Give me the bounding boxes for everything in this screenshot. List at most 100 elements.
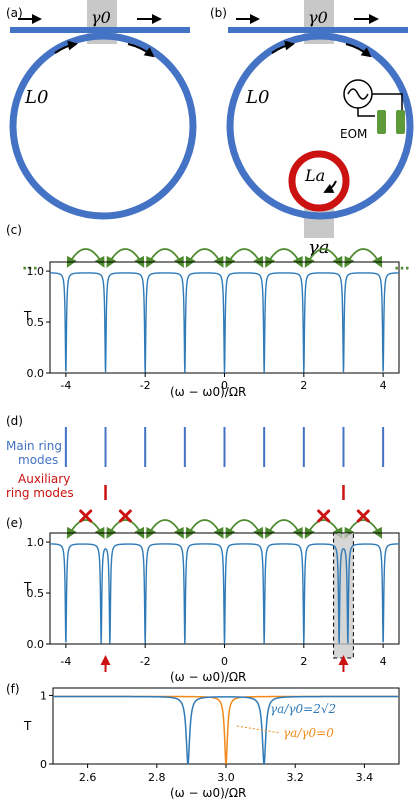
coupling-arc [265, 248, 303, 268]
y-ticks-c: 0.0 0.5 1.0 [27, 265, 50, 380]
coupling-arc [146, 519, 184, 539]
legend-pointer [236, 725, 281, 734]
coupling-arc [225, 248, 264, 268]
x-tick-label: 3.4 [356, 771, 374, 784]
x-tick-label: -4 [60, 655, 71, 668]
blocked-coupling-cross [317, 509, 331, 523]
mode-lines-d [64, 427, 385, 500]
panel-d-label: (d) [6, 414, 23, 428]
panel-d: (d) Main ring modes Auxiliary ring modes [6, 414, 385, 500]
y-tick-label: 0.5 [27, 587, 45, 600]
coupling-arc [185, 519, 224, 539]
xlabel-f: (ω − ω0)/ΩR [170, 786, 246, 800]
coupling-arc [185, 248, 224, 268]
sine-wave-icon [347, 88, 369, 100]
y-tick-label: 1 [40, 689, 47, 702]
panel-e: (e) 0.0 0.5 1.0 -4 -2 0 2 4 T (ω − ω0)/ΩR [6, 509, 400, 684]
aux-ring-label: La [304, 166, 325, 185]
ring-arrow-right-b [345, 43, 372, 58]
coupling-arc [106, 519, 145, 539]
eom-wire-bottom [357, 108, 375, 117]
panel-f: (f) 0 1 2.6 2.8 3.0 3.2 3.4 T (ω − ω0)/ΩR γa/… [6, 682, 400, 800]
x-tick-label: 0 [221, 655, 228, 668]
y-tick-label: 0.0 [27, 367, 45, 380]
coupling-arc [344, 248, 383, 268]
panel-a: (a) γ0 L0 [6, 0, 197, 220]
aux-modes-label-1: Auxiliary [18, 472, 70, 486]
y-tick-label: 0 [40, 758, 47, 771]
x-ticks-f: 2.6 2.8 3.0 3.2 3.4 [79, 764, 373, 784]
x-tick-label: -2 [140, 379, 151, 392]
ring-arrow-left-b [271, 40, 295, 54]
x-ticks-e: -4 -2 0 2 4 [60, 644, 387, 668]
ylabel-f: T [23, 719, 32, 733]
plot-frame-f [52, 687, 400, 765]
xlabel-c: (ω − ω0)/ΩR [170, 385, 246, 399]
ring-length-label-a: L0 [24, 87, 48, 108]
x-ticks-c: -4 -2 0 2 4 [60, 373, 387, 392]
blocked-coupling-cross [118, 509, 132, 523]
coupling-label-a: γ0 [91, 8, 111, 27]
panel-f-label: (f) [6, 682, 20, 696]
ring-arrow-right-a [127, 43, 155, 58]
x-tick-label: 4 [380, 655, 387, 668]
coupling-label-b: γ0 [308, 8, 328, 27]
eom-label: EOM [340, 127, 367, 141]
y-tick-label: 1.0 [27, 536, 45, 549]
blocked-coupling-cross [79, 509, 93, 523]
y-tick-label: 1.0 [27, 265, 45, 278]
aux-ring [288, 150, 350, 212]
panel-a-label: (a) [6, 6, 23, 20]
coupling-arc [304, 519, 343, 539]
blocked-coupling-cross [356, 509, 370, 523]
coupling-arc [146, 248, 184, 268]
coupling-arc [66, 248, 105, 268]
aux-modes-label-2: ring modes [6, 486, 74, 500]
y-tick-label: 0.5 [27, 316, 45, 329]
ring-length-label-b: L0 [245, 87, 269, 108]
y-ticks-e: 0.0 0.5 1.0 [27, 536, 50, 651]
main-modes-label-1: Main ring [6, 439, 62, 453]
aux-ring-arrow [323, 180, 337, 193]
coupling-arc [304, 248, 343, 268]
x-tick-label: 2.6 [79, 771, 97, 784]
x-tick-label: 2 [300, 379, 307, 392]
coupling-dots-right: ··· [394, 261, 410, 277]
eom-electrode-left [377, 110, 386, 134]
ylabel-e: T [23, 580, 32, 594]
trace-gamma-zero [53, 695, 399, 765]
x-tick-label: 2 [300, 655, 307, 668]
x-tick-label: 0 [221, 379, 228, 392]
transmission-trace-c [50, 272, 399, 374]
coupling-arcs-c [66, 248, 383, 268]
ring-arrow-left-a [54, 40, 78, 54]
x-tick-label: 2.8 [148, 771, 166, 784]
aux-position-arrows [100, 655, 349, 672]
main-ring-b [226, 32, 414, 220]
x-tick-label: 3.2 [286, 771, 304, 784]
legend-gamma-2root2: γa/γ0=2√2 [270, 702, 336, 716]
x-tick-label: 4 [380, 379, 387, 392]
legend-gamma-zero: γa/γ0=0 [283, 726, 334, 740]
eom-wire-top [372, 93, 403, 114]
aux-coupling-label: γa [308, 237, 330, 258]
main-modes-label-2: modes [18, 453, 58, 467]
coupling-arc [265, 519, 303, 539]
main-ring-a [9, 32, 197, 220]
trace-gamma-2root2 [53, 695, 399, 765]
coupling-arcs-e [66, 509, 383, 539]
ylabel-c: T [23, 309, 32, 323]
x-tick-label: 3.0 [217, 771, 235, 784]
x-tick-label: -2 [140, 655, 151, 668]
panel-c-label: (c) [6, 223, 22, 237]
coupling-arc [225, 519, 264, 539]
coupling-dots-left: ··· [22, 261, 38, 277]
y-tick-label: 0.0 [27, 638, 45, 651]
eom-electrode-right [396, 110, 405, 134]
xlabel-e: (ω − ω0)/ΩR [170, 670, 246, 684]
x-tick-label: -4 [60, 379, 71, 392]
panel-c: (c) ··· ··· 0.0 0.5 1.0 -4 -2 0 2 4 T (ω − ω0)… [6, 223, 410, 399]
coupling-arc [344, 519, 383, 539]
panel-b: (b) γ0 L0 La γa EOM [210, 0, 414, 258]
